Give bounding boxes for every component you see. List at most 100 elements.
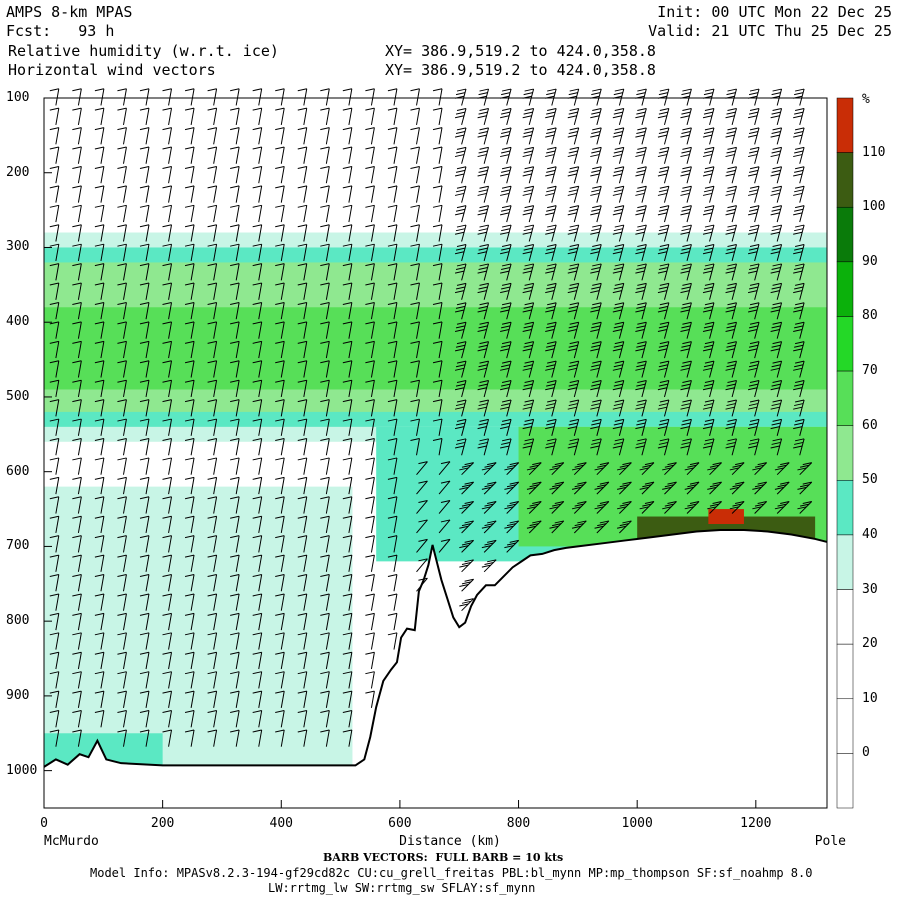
wind-barb <box>416 519 428 534</box>
wind-barb <box>522 107 535 126</box>
wind-barb <box>522 438 535 456</box>
wind-barb <box>252 263 263 281</box>
wind-barb <box>94 185 105 203</box>
wind-barb <box>612 185 625 203</box>
wind-barb <box>504 462 520 476</box>
wind-barb <box>477 166 490 184</box>
wind-barb <box>387 165 398 184</box>
wind-barb <box>747 127 760 145</box>
wind-barb <box>387 438 398 456</box>
wind-barb <box>162 243 173 262</box>
wind-barb <box>549 462 565 476</box>
wind-barb <box>117 612 127 631</box>
wind-barb <box>297 671 308 689</box>
wind-barb <box>410 185 420 203</box>
wind-barb <box>117 574 127 592</box>
wind-barb <box>481 481 497 495</box>
wind-barb <box>747 341 760 359</box>
wind-barb <box>522 380 535 398</box>
wind-barb <box>477 244 490 262</box>
wind-barb <box>162 301 173 320</box>
wind-barb <box>612 205 625 223</box>
wind-barb <box>162 554 173 572</box>
wind-barb <box>342 224 353 242</box>
wind-barb <box>297 88 308 106</box>
wind-barb <box>252 360 263 378</box>
wind-barb <box>139 574 150 592</box>
wind-barb <box>184 243 195 262</box>
wind-barb <box>526 501 542 514</box>
wind-barb <box>432 185 443 203</box>
wind-barb <box>793 224 805 242</box>
wind-barb <box>410 165 420 184</box>
wind-barb <box>139 204 150 223</box>
wind-barb <box>275 438 285 456</box>
wind-barb <box>252 593 263 611</box>
wind-barb <box>410 146 420 164</box>
wind-barb <box>793 380 805 398</box>
wind-barb <box>117 263 127 281</box>
wind-barb <box>252 224 263 242</box>
wind-barb <box>545 107 557 126</box>
wind-barb <box>410 399 420 417</box>
wind-barb <box>230 243 240 262</box>
wind-barb <box>342 457 353 475</box>
colorbar-tick-label: 60 <box>862 417 878 433</box>
wind-barb <box>252 574 263 592</box>
wind-barb <box>230 457 240 475</box>
wind-barb <box>387 399 398 417</box>
wind-barb <box>365 612 375 631</box>
wind-barb <box>94 438 105 456</box>
wind-barb <box>725 107 737 126</box>
wind-barb <box>117 418 127 436</box>
wind-barb <box>680 418 692 436</box>
wind-barb <box>387 515 398 534</box>
wind-barb <box>657 399 670 417</box>
wind-barb <box>684 501 700 514</box>
wind-barb <box>454 282 467 300</box>
wind-barb <box>522 360 535 378</box>
wind-barb <box>680 127 692 145</box>
wind-barb <box>797 501 813 514</box>
wind-barb <box>549 520 565 534</box>
wind-barb <box>94 710 105 728</box>
wind-barb <box>410 282 420 300</box>
wind-barb <box>162 457 173 475</box>
wind-barb <box>342 671 353 689</box>
wind-barb <box>207 593 218 611</box>
wind-barb <box>184 224 195 242</box>
x-tick-label: 1000 <box>621 816 653 831</box>
wind-barb <box>702 127 715 145</box>
wind-barb <box>432 127 443 145</box>
wind-barb <box>590 166 602 184</box>
wind-barb <box>365 146 375 164</box>
wind-barb <box>410 321 420 339</box>
wind-barb <box>770 224 783 242</box>
wind-barb <box>680 380 692 398</box>
wind-barb <box>275 107 285 125</box>
wind-barb <box>617 481 632 495</box>
wind-barb <box>522 205 535 223</box>
wind-barb <box>275 729 285 747</box>
wind-barb <box>139 515 150 534</box>
wind-barb <box>297 554 308 572</box>
wind-barb <box>207 340 218 359</box>
wind-barb <box>657 244 670 262</box>
wind-barb <box>297 418 308 436</box>
x-axis-label: Distance (km) <box>399 834 501 849</box>
wind-barb <box>612 360 625 378</box>
wind-barb <box>342 301 353 320</box>
wind-barb <box>477 360 490 378</box>
wind-barb <box>320 243 330 262</box>
wind-barb <box>639 501 655 514</box>
wind-barb <box>184 282 195 300</box>
wind-barb <box>793 302 805 320</box>
wind-barb <box>252 399 263 417</box>
wind-barb <box>612 146 625 164</box>
wind-barb <box>657 302 670 320</box>
colorbar-tick-label: 80 <box>862 308 878 324</box>
wind-barb <box>207 224 218 242</box>
wind-barb <box>49 671 60 689</box>
wind-barb <box>230 496 240 514</box>
wind-barb <box>230 710 240 728</box>
